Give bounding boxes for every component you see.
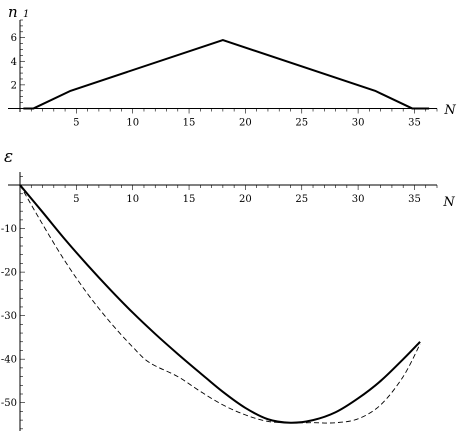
series-line-solid — [23, 39, 430, 110]
y-tick-label: -40 — [1, 355, 17, 366]
x-tick-label: 20 — [239, 194, 252, 205]
x-tick-label: 5 — [73, 194, 79, 205]
x-tick-label: 35 — [408, 194, 421, 205]
series-line-dashed — [19, 184, 421, 424]
x-tick-label: 30 — [352, 117, 365, 128]
x-axis-label: N — [442, 195, 455, 210]
y-axis-label: ε — [4, 147, 13, 167]
x-tick-label: 20 — [239, 117, 252, 128]
y-tick-label: -20 — [1, 268, 17, 279]
x-tick-label: 30 — [352, 194, 365, 205]
y-axis-label-subscript: 1 — [23, 9, 29, 20]
x-tick-label: 35 — [408, 117, 421, 128]
x-tick-label: 10 — [126, 194, 139, 205]
series-line-solid — [19, 184, 421, 424]
y-tick-label: -50 — [1, 398, 17, 409]
y-tick-label: 4 — [11, 57, 17, 68]
x-axis-label: N — [443, 103, 456, 118]
y-tick-label: -10 — [1, 224, 17, 235]
y-axis-label: n — [8, 3, 18, 21]
y-tick-label: -30 — [1, 311, 17, 322]
panel-n1: 5 10 15 20 25 30 35 2 4 6 Nn 1 — [8, 3, 456, 128]
x-tick-label: 10 — [126, 117, 139, 128]
x-tick-label: 25 — [295, 194, 308, 205]
x-tick-label: 5 — [73, 117, 79, 128]
y-tick-label: 6 — [11, 33, 17, 44]
panel-epsilon: 5 10 15 20 25 30 35 -10 -20 -30 -40 -50 Nε — [1, 147, 455, 431]
x-tick-label: 15 — [183, 117, 196, 128]
x-tick-label: 25 — [295, 117, 308, 128]
y-tick-label: 2 — [11, 80, 17, 91]
x-tick-label: 15 — [183, 194, 196, 205]
